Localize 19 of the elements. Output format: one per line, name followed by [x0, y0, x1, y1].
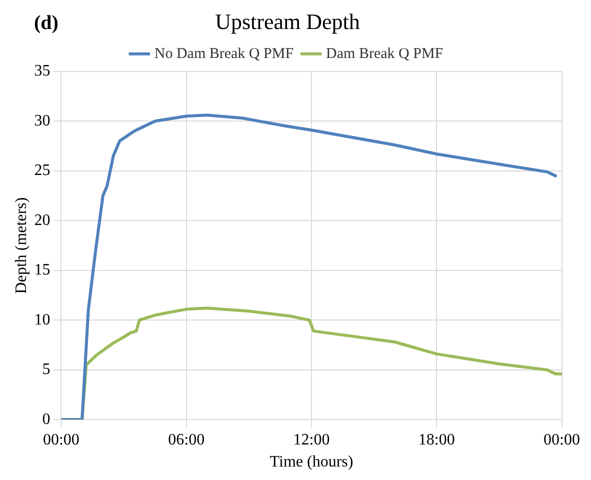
x-tick-label: 00:00 [42, 431, 80, 448]
text: (d) [34, 12, 58, 34]
legend-label: Dam Break Q PMF [326, 46, 444, 62]
y-tick-label: 0 [42, 410, 50, 428]
y-tick-label: 5 [42, 361, 50, 378]
chart-title: Upstream Depth [215, 8, 360, 34]
y-tick-label: 10 [34, 311, 50, 328]
y-axis-title: Depth (meters) [12, 197, 30, 294]
x-tick-label: 12:00 [293, 431, 330, 448]
x-tick-label: 00:00 [544, 431, 580, 448]
legend-label: No Dam Break Q PMF [154, 46, 294, 62]
y-tick-label: 20 [34, 212, 50, 229]
x-tick-label: 18:00 [418, 431, 455, 448]
y-tick-label: 30 [34, 112, 50, 130]
x-axis-title: Time (hours) [270, 454, 354, 471]
x-tick-label: 06:00 [168, 431, 205, 448]
y-tick-label: 25 [34, 162, 50, 180]
y-tick-label: 15 [34, 262, 50, 279]
y-tick-label: 35 [34, 62, 50, 80]
